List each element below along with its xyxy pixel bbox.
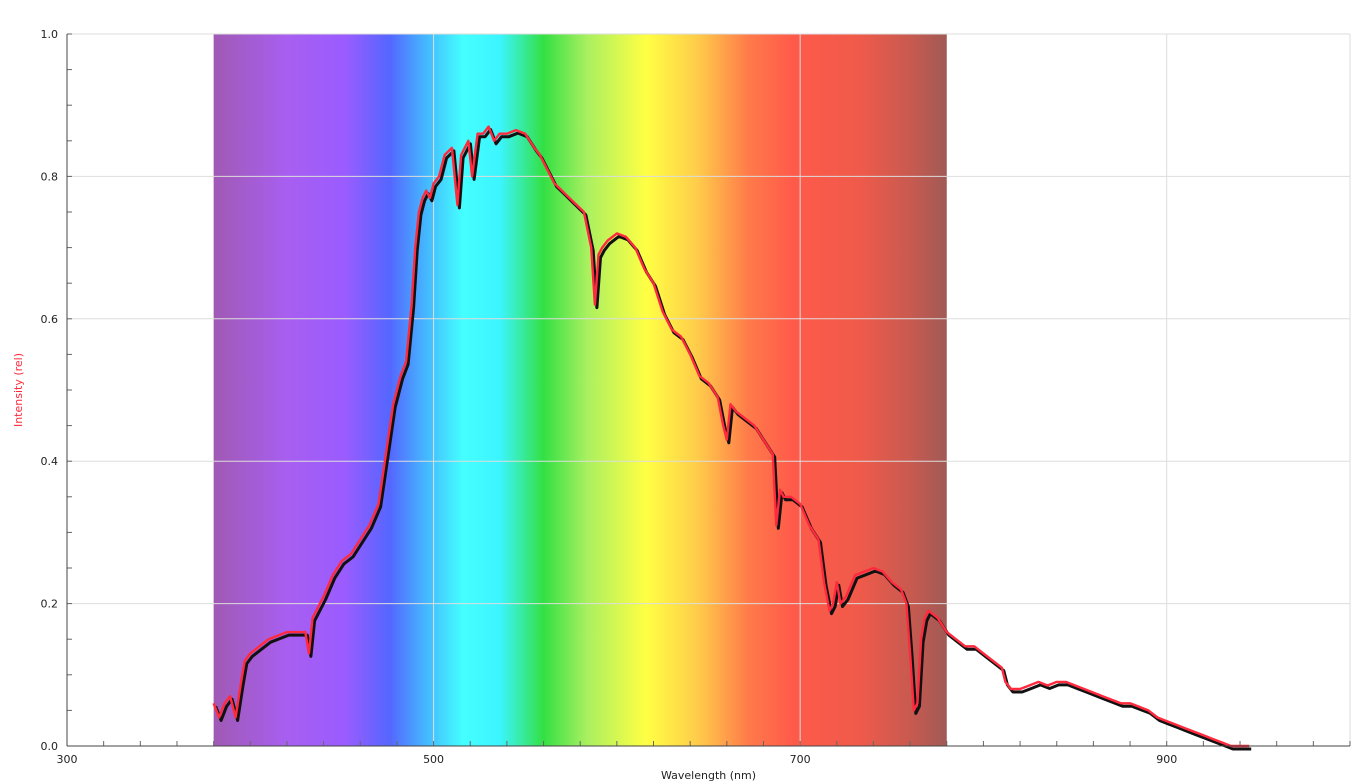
- minor-ticks: [66, 33, 1351, 747]
- x-tick-label: 700: [790, 753, 811, 766]
- x-tick-label: 300: [57, 753, 78, 766]
- x-axis-title: Wavelength (nm): [661, 769, 756, 782]
- tick-labels: 300 500 700 900 0.0 0.2 0.4 0.6 0.8 1.0: [41, 28, 1178, 766]
- x-tick-label: 500: [423, 753, 444, 766]
- y-tick-label: 1.0: [41, 28, 59, 41]
- x-tick-label: 900: [1156, 753, 1177, 766]
- y-tick-label: 0.0: [41, 740, 59, 753]
- y-tick-label: 0.8: [41, 170, 59, 183]
- y-axis-title: Intensity (rel): [12, 353, 25, 427]
- spectrum-line: [212, 125, 1250, 748]
- y-tick-label: 0.6: [41, 313, 59, 326]
- y-tick-label: 0.2: [41, 598, 59, 611]
- y-tick-label: 0.4: [41, 455, 59, 468]
- visible-spectrum-band: [213, 34, 947, 746]
